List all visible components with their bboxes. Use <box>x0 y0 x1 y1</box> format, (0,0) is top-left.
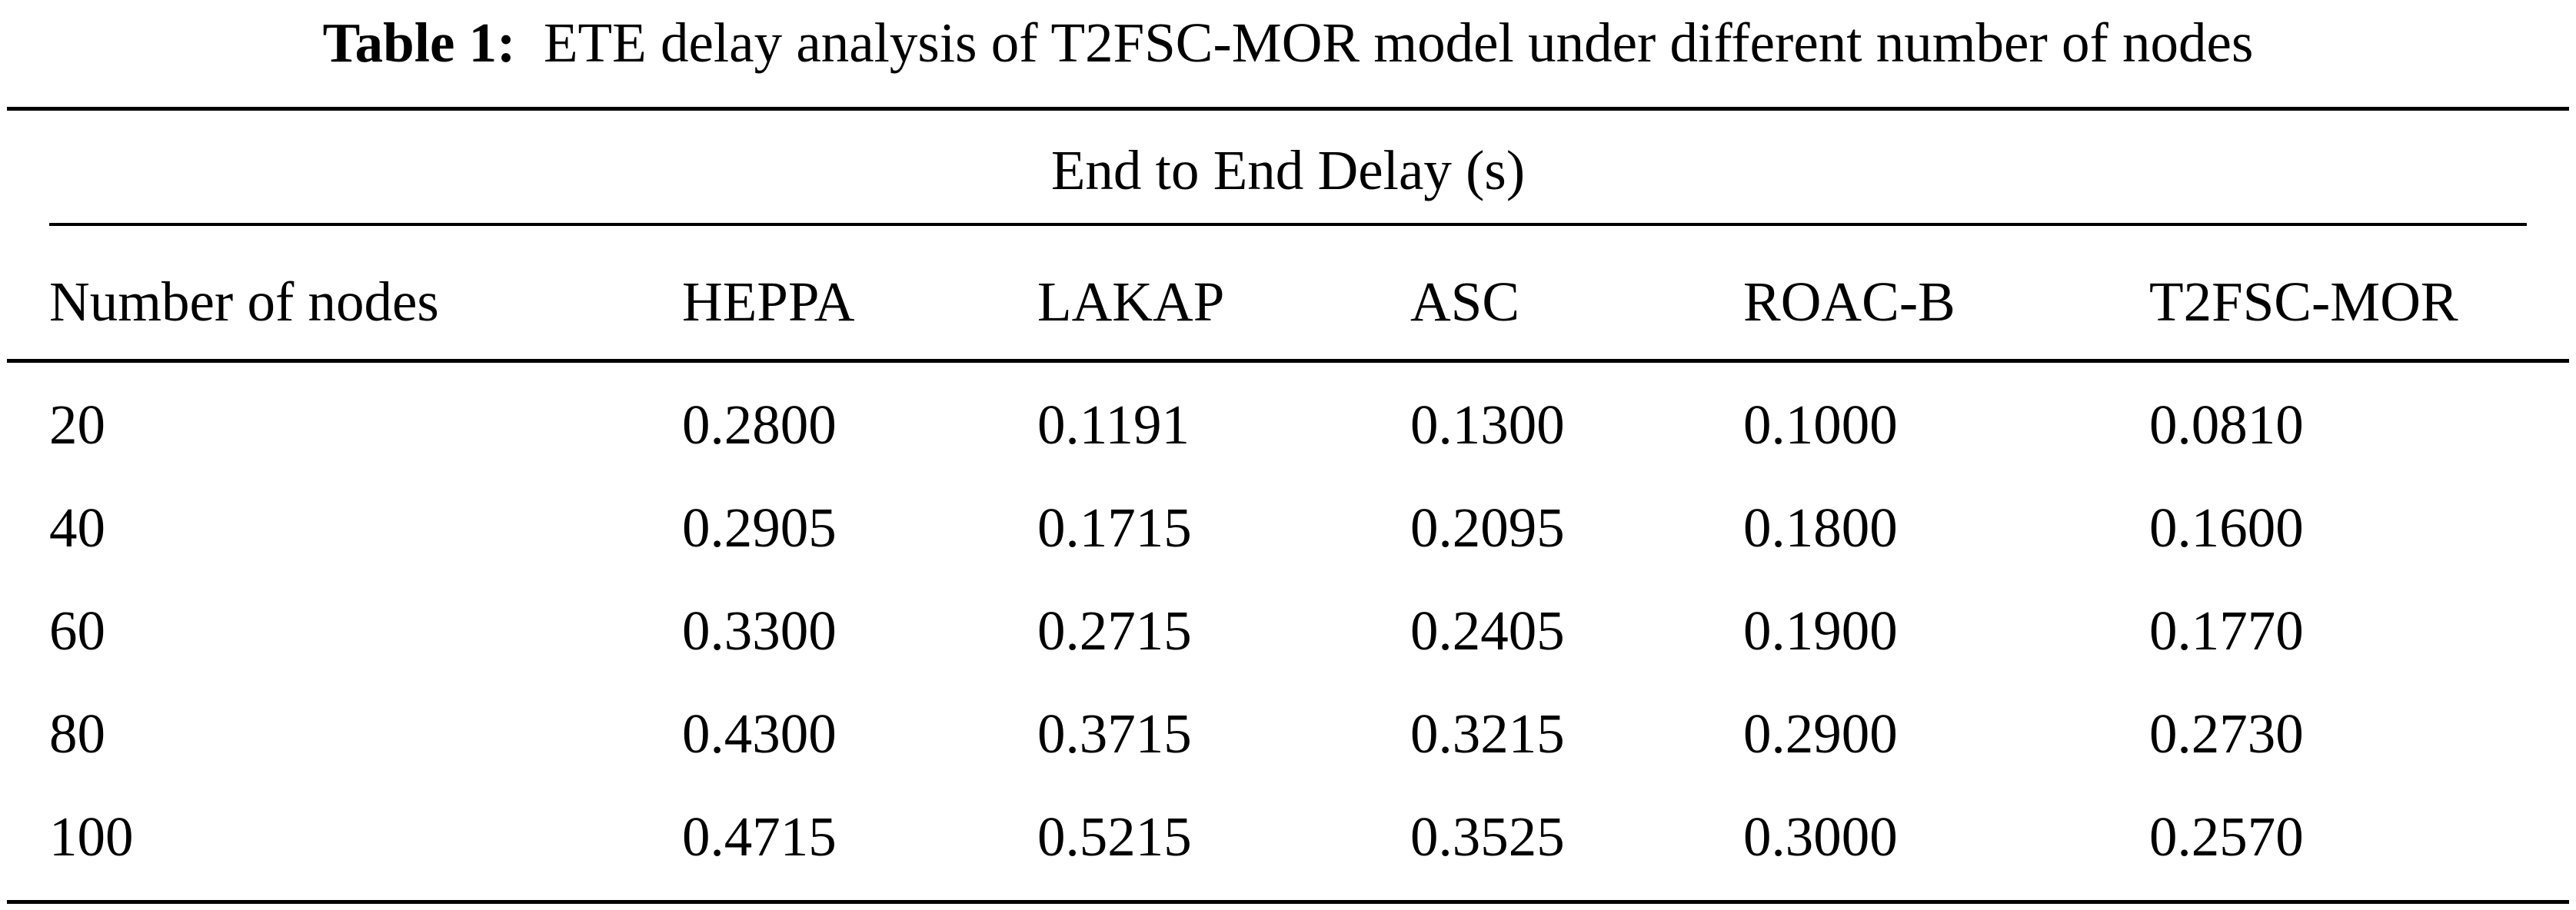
table-cell: 0.1770 <box>2149 599 2304 662</box>
column-header-roac-b: ROAC-B <box>1743 271 1955 333</box>
table-cell: 0.2900 <box>1743 702 1898 765</box>
table-cell: 40 <box>49 497 105 559</box>
table-cell: 0.1000 <box>1743 394 1898 456</box>
table-cell: 0.2905 <box>682 497 837 559</box>
table-cell: 0.3000 <box>1743 805 1898 868</box>
column-header-nodes: Number of nodes <box>49 271 439 333</box>
table-cell: 80 <box>49 702 105 765</box>
caption-label: Table 1: <box>322 12 516 74</box>
table-cell: 0.2570 <box>2149 805 2304 868</box>
column-header-asc: ASC <box>1410 271 1520 333</box>
table-cell: 0.2715 <box>1037 599 1192 662</box>
table-cell: 0.0810 <box>2149 394 2304 456</box>
table-cell: 0.1600 <box>2149 497 2304 559</box>
table-cell: 0.3300 <box>682 599 837 662</box>
table-cell: 0.4300 <box>682 702 837 765</box>
table-cell: 100 <box>49 805 134 868</box>
group-header: End to End Delay (s) <box>1050 139 1526 201</box>
table-cell: 20 <box>49 394 105 456</box>
table-cell: 0.1900 <box>1743 599 1898 662</box>
column-header-heppa: HEPPA <box>682 271 855 333</box>
table-cell: 0.1191 <box>1037 394 1190 456</box>
table-cell: 0.1800 <box>1743 497 1898 559</box>
table-cell: 0.4715 <box>682 805 837 868</box>
table-cell: 0.3715 <box>1037 702 1192 765</box>
table-cell: 0.2405 <box>1410 599 1565 662</box>
table-cell: 0.2800 <box>682 394 837 456</box>
caption-text: ETE delay analysis of T2FSC-MOR model un… <box>543 12 2254 74</box>
group-rule <box>49 223 2527 226</box>
table-cell: 0.3215 <box>1410 702 1565 765</box>
table-cell: 0.5215 <box>1037 805 1192 868</box>
column-header-lakap: LAKAP <box>1037 271 1225 333</box>
table-cell: 0.1715 <box>1037 497 1192 559</box>
top-rule <box>7 107 2569 111</box>
table-cell: 0.1300 <box>1410 394 1565 456</box>
bottom-rule <box>7 900 2569 904</box>
table-cell: 0.2730 <box>2149 702 2304 765</box>
table-cell: 0.2095 <box>1410 497 1565 559</box>
table-cell: 60 <box>49 599 105 662</box>
table-cell: 0.3525 <box>1410 805 1565 868</box>
table-caption: Table 1: ETE delay analysis of T2FSC-MOR… <box>0 0 2576 92</box>
header-rule <box>7 359 2569 363</box>
column-header-t2fsc-mor: T2FSC-MOR <box>2149 271 2458 333</box>
